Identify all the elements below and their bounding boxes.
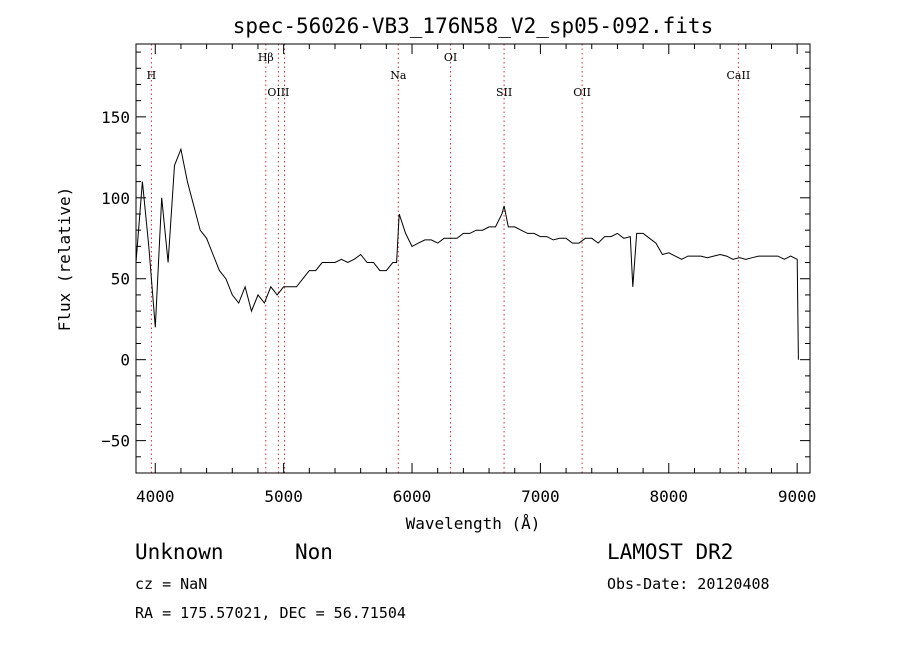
spectrum-line [135,147,799,360]
line-label: OIII [267,86,289,99]
subclass-label: Non [295,540,333,564]
cz-label: cz = NaN [135,575,208,593]
line-label: H [147,69,157,82]
line-label: CaII [727,69,751,82]
y-tick-label: 50 [111,270,130,289]
line-markers [150,44,739,473]
x-tick-label: 9000 [778,487,817,506]
line-label: Na [390,69,407,82]
x-tick-label: 8000 [650,487,689,506]
spectral-line-labels: H Hβ OIII Na OI SII OII CaII [147,51,751,99]
y-tick-label: 100 [101,189,130,208]
line-label: OII [573,86,591,99]
tick-labels: 4000 5000 6000 7000 8000 9000 −50 0 50 100 150 [101,108,816,506]
x-tick-label: 4000 [136,487,175,506]
survey-label: LAMOST DR2 [607,540,734,564]
spectrum-series [135,147,799,360]
x-tick-label: 7000 [521,487,560,506]
line-label: SII [496,86,512,99]
line-label: OI [444,51,457,64]
y-axis-label: Flux (relative) [55,187,74,332]
chart-title: spec-56026-VB3_176N58_V2_sp05-092.fits [233,14,713,38]
axis-ticks [136,44,810,473]
radec-label: RA = 175.57021, DEC = 56.71504 [135,604,406,622]
x-tick-label: 6000 [393,487,432,506]
plot-frame [135,43,811,474]
obs-date-label: Obs-Date: 20120408 [607,575,770,593]
class-label: Unknown [135,540,224,564]
x-tick-label: 5000 [264,487,303,506]
y-tick-label: −50 [101,432,130,451]
y-tick-label: 0 [120,351,130,370]
x-axis-label: Wavelength (Å) [406,514,541,533]
y-tick-label: 150 [101,108,130,127]
line-label: Hβ [258,51,274,64]
